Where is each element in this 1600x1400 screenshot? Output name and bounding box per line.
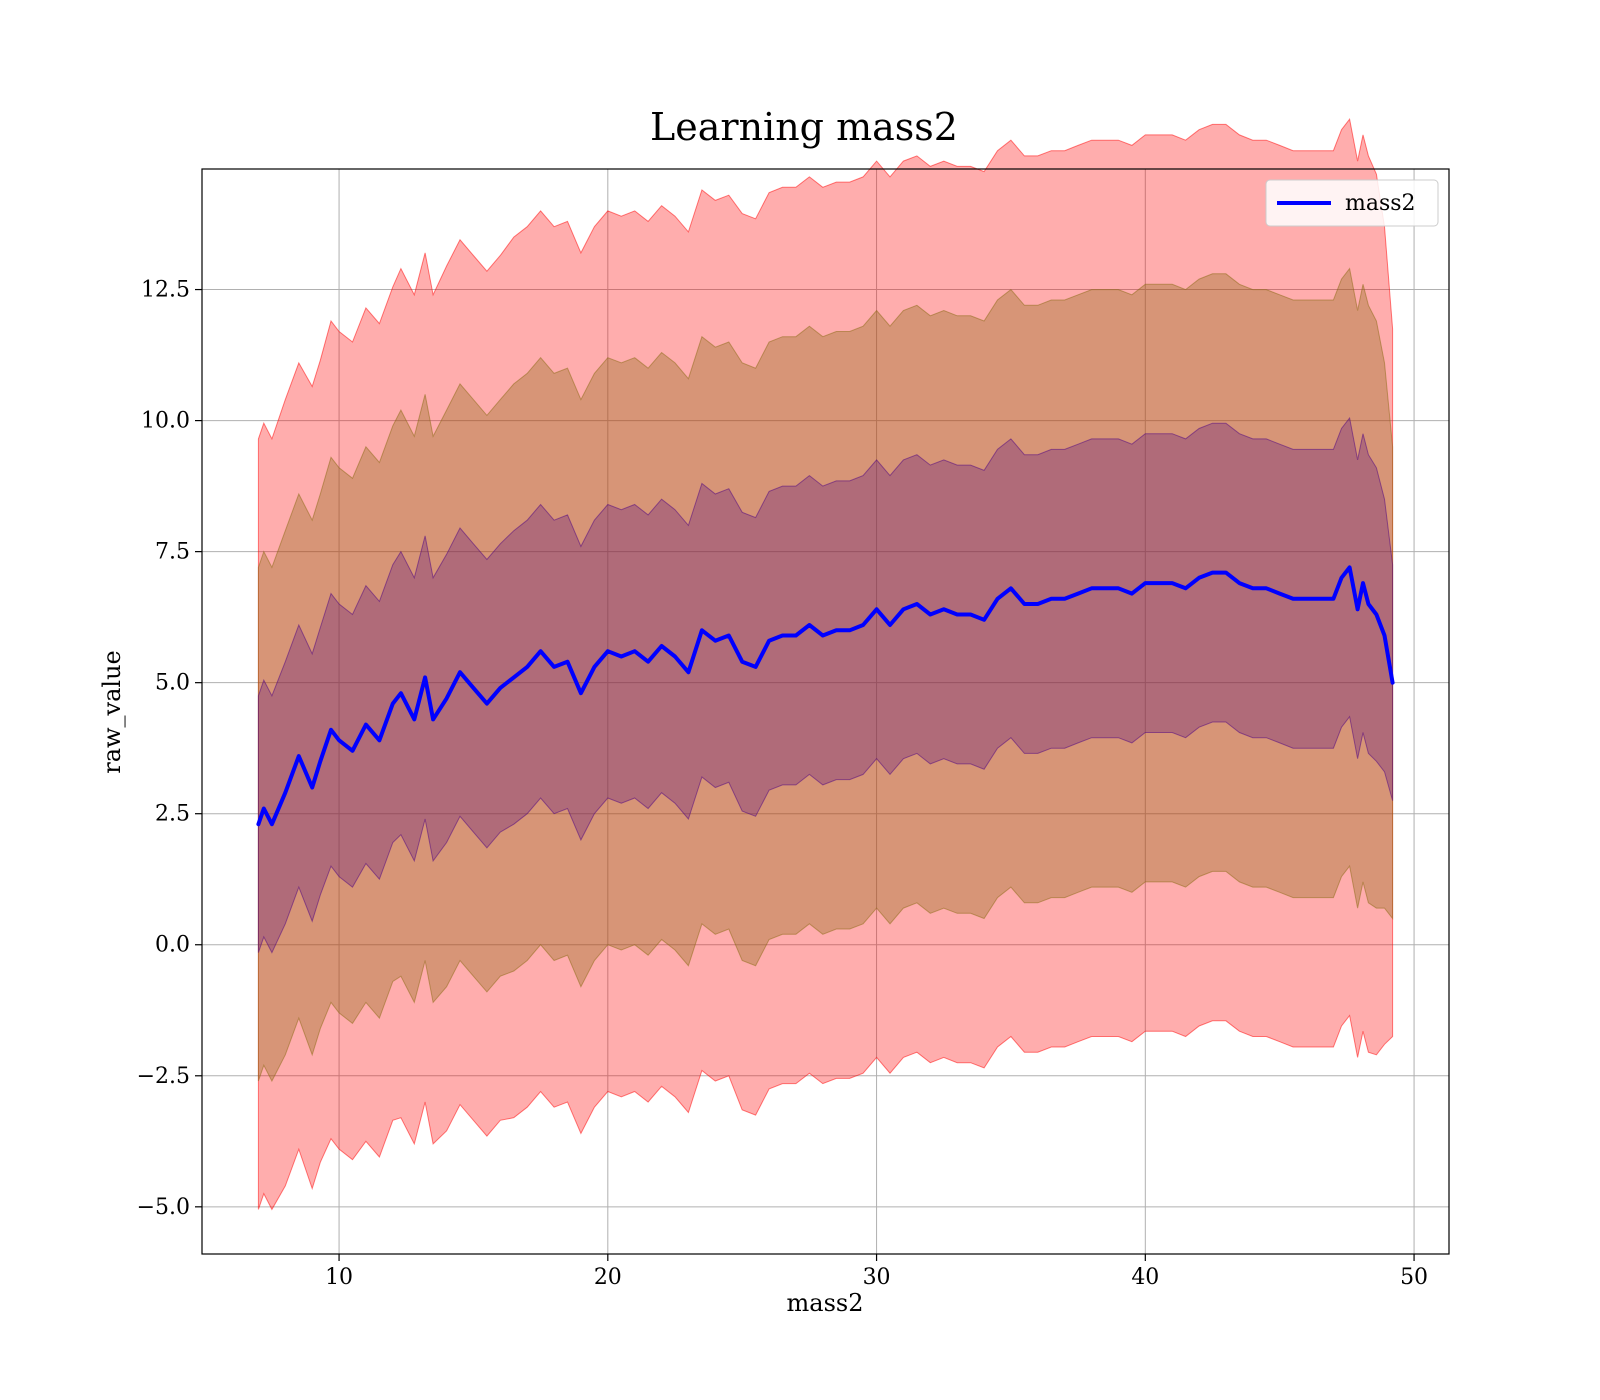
- y-axis-ticks: −5.0 −2.5 0.0 2.5 5.0 7.5 10.0 12.5: [137, 278, 202, 1220]
- std-band-1sigma: [257, 416, 1394, 954]
- y-tick-label: 2.5: [155, 802, 190, 827]
- plot-area: [201, 118, 1450, 1255]
- series-line-mass2: [256, 565, 1395, 827]
- legend-box: [1265, 179, 1439, 227]
- std-band-2sigma: [257, 267, 1394, 1083]
- x-axis-label: mass2: [787, 1289, 864, 1317]
- std-bands: [257, 118, 1394, 1211]
- y-axis-label: raw_value: [98, 650, 126, 774]
- x-axis-ticks: 10 20 30 40 50: [325, 1254, 1428, 1290]
- y-tick-label: −2.5: [137, 1064, 190, 1089]
- legend-label-mass2: mass2: [1345, 191, 1416, 216]
- x-tick-label: 40: [1131, 1265, 1159, 1290]
- y-tick-label: 7.5: [155, 540, 190, 565]
- chart-title: Learning mass2: [650, 105, 958, 149]
- grid-lines: [202, 169, 1449, 1254]
- y-tick-label: 0.0: [155, 933, 190, 958]
- y-tick-label: 10.0: [141, 409, 190, 434]
- series-lines: [256, 565, 1395, 827]
- x-tick-label: 10: [325, 1265, 353, 1290]
- y-tick-label: 5.0: [155, 671, 190, 696]
- y-tick-label: 12.5: [141, 278, 190, 303]
- y-tick-label: −5.0: [137, 1195, 190, 1220]
- plot-frame: [201, 168, 1450, 1255]
- x-tick-label: 50: [1400, 1265, 1428, 1290]
- std-band-3sigma: [257, 118, 1394, 1211]
- x-tick-label: 20: [594, 1265, 622, 1290]
- x-tick-label: 30: [863, 1265, 891, 1290]
- legend: mass2: [1265, 179, 1439, 227]
